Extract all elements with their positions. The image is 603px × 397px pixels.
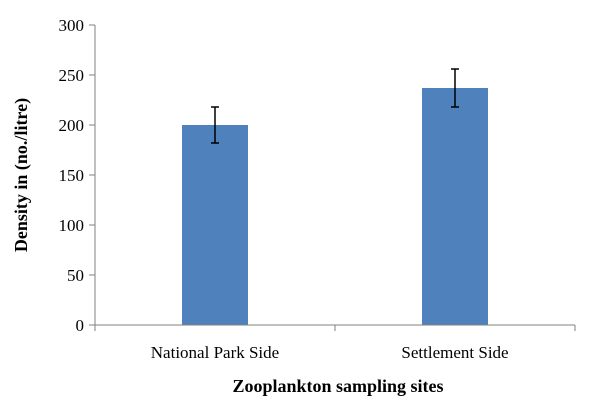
y-tick-label: 250 xyxy=(59,66,85,85)
bar xyxy=(182,125,248,325)
y-axis-title: Density in (no./litre) xyxy=(11,98,32,252)
y-tick-label: 150 xyxy=(59,166,85,185)
bar xyxy=(422,88,488,325)
error-bar xyxy=(451,68,459,108)
x-axis: National Park Side Settlement Side xyxy=(94,324,576,362)
y-tick-label: 100 xyxy=(59,216,85,235)
y-tick-label: 0 xyxy=(76,316,85,335)
x-tick-label: Settlement Side xyxy=(401,343,508,362)
y-tick-label: 300 xyxy=(59,16,85,35)
y-tick-label: 50 xyxy=(67,266,84,285)
bars xyxy=(182,68,488,325)
x-axis-title: Zooplankton sampling sites xyxy=(232,376,443,396)
error-bar xyxy=(211,106,219,144)
x-tick-label: National Park Side xyxy=(151,343,279,362)
y-tick-label: 200 xyxy=(59,116,85,135)
y-axis: 0 50 100 150 200 250 300 xyxy=(59,16,96,335)
